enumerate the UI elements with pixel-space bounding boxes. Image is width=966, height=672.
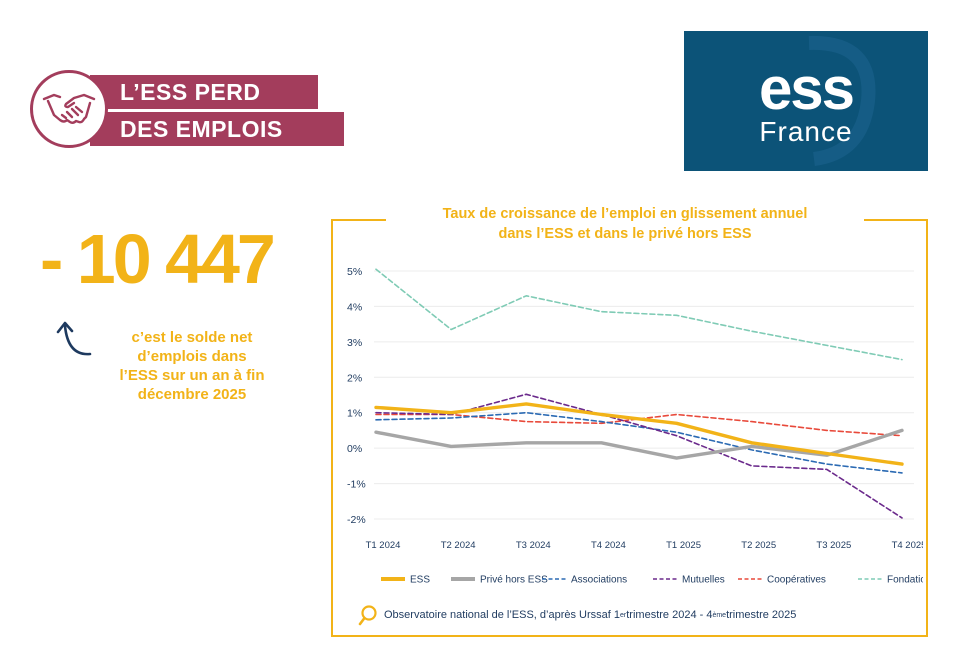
x-tick-label: T2 2024	[441, 540, 476, 551]
x-axis: T1 2024 T2 2024 T3 2024 T4 2024 T1 2025 T2 20…	[366, 540, 923, 551]
x-tick-label: T4 2024	[591, 540, 626, 551]
chart-title-line: Taux de croissance de l’emploi en glisse…	[442, 206, 808, 222]
series-line-associations	[375, 411, 903, 474]
legend: ESS Privé hors ESS Associations Mutuelles Co…	[381, 575, 923, 586]
curved-arrow-icon	[56, 321, 92, 356]
handshake-icon	[30, 70, 108, 148]
magnifier-icon	[358, 605, 377, 626]
caption-line: c’est le solde net	[131, 329, 253, 346]
line-chart: 5% 4% 3% 2% 1% 0% -1% -2% T1 2024 T2 2024 T3 2024…	[347, 266, 923, 586]
grid	[374, 270, 914, 520]
y-tick-label: 0%	[347, 443, 362, 455]
y-tick-label: -2%	[347, 514, 366, 526]
headline-caption: c’est le solde net d’emplois dans l’ESS …	[92, 328, 292, 404]
chart-title: Taux de croissance de l’emploi en glisse…	[386, 204, 864, 244]
y-tick-label: 3%	[347, 337, 362, 349]
header-banner: L’ESS PERD DES EMPLOIS	[30, 70, 344, 154]
x-tick-label: T1 2025	[666, 540, 701, 551]
legend-label: ESS	[410, 575, 430, 586]
chart-title-line: dans l’ESS et dans le privé hors ESS	[498, 226, 752, 242]
y-tick-label: 5%	[347, 266, 362, 278]
x-tick-label: T1 2024	[366, 540, 401, 551]
caption-line: d’emplois dans	[137, 348, 247, 365]
series-line-fondations	[375, 268, 903, 361]
x-tick-label: T2 2025	[741, 540, 776, 551]
y-tick-label: 4%	[347, 301, 362, 313]
series-line-ess	[374, 402, 904, 466]
banner-title-line2: DES EMPLOIS	[90, 112, 344, 146]
legend-label: Mutuelles	[682, 575, 725, 586]
source-text: trimestre 2025	[726, 609, 797, 621]
legend-label: Associations	[571, 575, 627, 586]
headline-number: - 10 447	[40, 220, 276, 298]
y-axis: 5% 4% 3% 2% 1% 0% -1% -2%	[347, 266, 366, 526]
source-note: Observatoire national de l’ESS, d’après …	[358, 603, 796, 627]
legend-label: Fondations	[887, 575, 923, 586]
banner-title-line1: L’ESS PERD	[90, 75, 318, 109]
legend-label: Coopératives	[767, 575, 826, 586]
y-tick-label: -1%	[347, 479, 366, 491]
caption-line: décembre 2025	[137, 386, 247, 403]
x-tick-label: T3 2024	[516, 540, 551, 551]
x-tick-label: T3 2025	[816, 540, 851, 551]
legend-label: Privé hors ESS	[480, 575, 548, 586]
source-text: Observatoire national de l’ESS, d’après …	[384, 609, 621, 621]
source-text: trimestre 2024 - 4	[626, 609, 713, 621]
x-tick-label: T4 2025	[892, 540, 923, 551]
caption-line: l’ESS sur un an à fin	[119, 367, 265, 384]
logo-sub: France	[759, 116, 853, 147]
y-tick-label: 2%	[347, 372, 362, 384]
logo-brand: ess	[758, 55, 855, 122]
ess-france-logo: ess France	[684, 31, 928, 171]
y-tick-label: 1%	[347, 408, 362, 420]
source-sup: er	[620, 611, 627, 619]
series	[374, 268, 904, 519]
source-sup: ème	[712, 611, 727, 619]
series-line-priv-hors-ess	[374, 428, 904, 460]
